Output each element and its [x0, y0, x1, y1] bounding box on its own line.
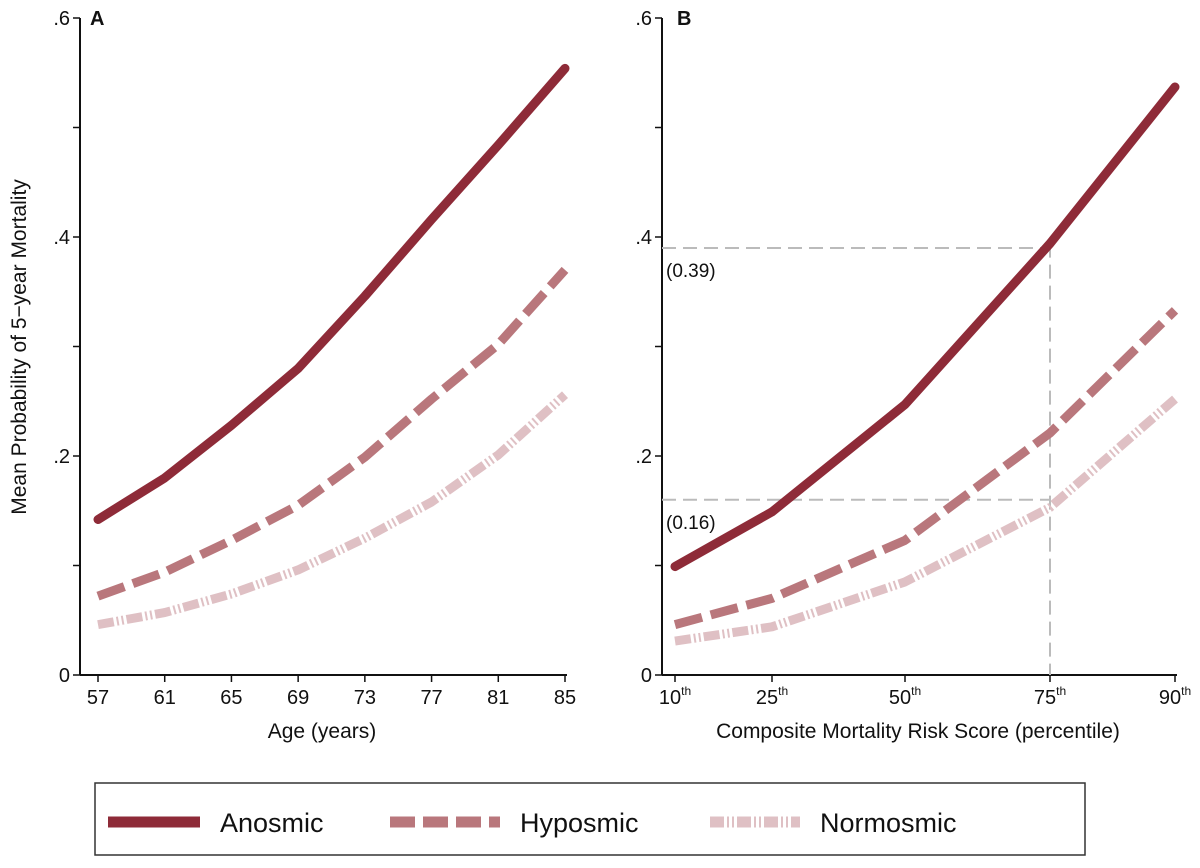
x-tick-label-suffix: th — [1056, 684, 1066, 698]
legend: Anosmic Hyposmic Normosmic — [95, 783, 1085, 855]
x-tick-label: 75th — [1034, 684, 1066, 709]
x-tick-label-suffix: th — [681, 684, 691, 698]
x-tick-label: 65 — [220, 687, 242, 709]
x-tick-label: 57 — [87, 687, 109, 709]
y-tick-label: .2 — [635, 446, 652, 468]
panel-b: 0 .2 .4 .6 10th 25th 50th 75th 90th (0.39) (0.16) — [635, 8, 1191, 709]
panel-a: 0 .2 .4 .6 57 61 65 69 73 77 81 85 — [53, 8, 576, 709]
series-line-normosmic — [98, 395, 565, 625]
x-tick-label-suffix: th — [911, 684, 921, 698]
y-tick-label: .4 — [53, 227, 70, 249]
legend-label-anosmic: Anosmic — [220, 808, 324, 838]
series-line-hyposmic — [98, 270, 565, 596]
y-axis-label: Mean Probability of 5−year Mortality — [8, 179, 31, 515]
y-tick-label: 0 — [641, 665, 652, 687]
y-tick-label: .2 — [53, 446, 70, 468]
x-tick-label: 90th — [1159, 684, 1191, 709]
x-tick-label: 69 — [287, 687, 309, 709]
x-tick-label: 50th — [889, 684, 921, 709]
legend-label-normosmic: Normosmic — [820, 808, 957, 838]
x-tick-label: 85 — [554, 687, 576, 709]
y-tick-label: .4 — [635, 227, 652, 249]
x-tick-label: 73 — [354, 687, 376, 709]
reference-line-label: (0.39) — [666, 261, 716, 282]
y-tick-label: 0 — [59, 665, 70, 687]
y-tick-label: .6 — [635, 8, 652, 30]
panel-label-a: A — [90, 8, 104, 30]
y-tick-label: .6 — [53, 8, 70, 30]
x-tick-label: 25th — [756, 684, 788, 709]
x-axis-label-a: Age (years) — [268, 720, 377, 743]
x-tick-label-suffix: th — [778, 684, 788, 698]
x-axis-label-b: Composite Mortality Risk Score (percenti… — [716, 720, 1120, 743]
panel-label-b: B — [677, 8, 691, 30]
x-tick-label: 81 — [487, 687, 509, 709]
x-tick-label: 10th — [659, 684, 691, 709]
x-tick-label: 61 — [154, 687, 176, 709]
reference-line-label: (0.16) — [666, 513, 716, 534]
x-tick-label-suffix: th — [1181, 684, 1191, 698]
legend-label-hyposmic: Hyposmic — [520, 808, 639, 838]
x-tick-label: 77 — [420, 687, 442, 709]
series-line-anosmic — [675, 87, 1175, 567]
